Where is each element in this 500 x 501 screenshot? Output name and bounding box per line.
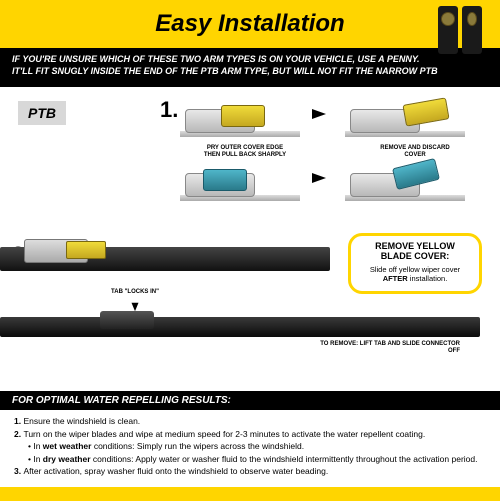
result-item-1: 1. Ensure the windshield is clean. [14,416,486,427]
callout-post: installation. [408,274,448,283]
penny-note-line2: IT'LL FIT SNUGLY INSIDE THE END OF THE P… [12,66,488,78]
yellow-cover-callout: REMOVE YELLOW BLADE COVER: Slide off yel… [348,233,482,294]
result-text-3: After activation, spray washer fluid ont… [23,466,328,476]
connector-yellow-open [350,101,460,141]
result-text-1: Ensure the windshield is clean. [23,416,140,426]
callout-pre: Slide off yellow wiper cover [370,265,460,274]
ptb-tag: PTB [18,101,66,125]
yellow-cover-icon [66,241,106,259]
connector-cyan-closed [185,165,295,205]
result-item-2: 2. Turn on the wiper blades and wipe at … [14,429,486,440]
results-heading-band: FOR OPTIMAL WATER REPELLING RESULTS: [0,391,500,410]
result-sub-wet: In wet weather conditions: Simply run th… [14,441,486,452]
arm-type-narrow-ptb [462,6,482,54]
callout-bold: AFTER [383,274,408,283]
arm-type-ptb [438,6,458,54]
penny-coin-icon [441,12,455,26]
blade-step2-bottom [0,317,480,337]
connector-cyan-open [350,165,460,205]
callout-title: REMOVE YELLOW BLADE COVER: [359,242,471,262]
penny-note-line1: IF YOU'RE UNSURE WHICH OF THESE TWO ARM … [12,54,488,66]
yellow-cover-icon [221,105,265,127]
cyan-cover-icon [203,169,247,191]
page-title: Easy Installation [0,10,500,38]
tab-locks-label: TAB "LOCKS IN" [110,289,160,296]
results-list: 1. Ensure the windshield is clean. 2. Tu… [0,410,500,486]
to-remove-label: TO REMOVE: LIFT TAB AND SLIDE CONNECTOR … [320,341,460,354]
callout-body: Slide off yellow wiper cover AFTER insta… [359,265,471,283]
result-item-3: 3. After activation, spray washer fluid … [14,466,486,477]
header-band: Easy Installation [0,0,500,48]
dry-bold: dry weather [43,454,91,464]
remove-instruction: REMOVE AND DISCARD COVER [375,145,455,158]
penny-instruction-band: IF YOU'RE UNSURE WHICH OF THESE TWO ARM … [0,48,500,87]
penny-diagram [438,6,482,54]
pry-instruction: PRY OUTER COVER EDGE THEN PULL BACK SHAR… [200,145,290,158]
arrow-right-icon [312,109,326,119]
penny-coin-icon [467,12,477,26]
step-1-number: 1. [160,97,178,123]
result-text-2: Turn on the wiper blades and wipe at med… [23,429,425,439]
yellow-cover-icon [402,98,449,127]
footer-band [0,487,500,501]
blade-step2-top [0,247,330,271]
results-heading: FOR OPTIMAL WATER REPELLING RESULTS: [12,395,231,406]
connector-yellow-closed [185,101,295,141]
diagram-area: PTB 1. 2. PRY OUTER COVER EDGE THEN PULL… [0,87,500,391]
arrow-down-icon [132,303,139,311]
blade-mid-connector [100,311,154,329]
wet-text: conditions: Simply run the wipers across… [91,441,304,451]
wet-bold: wet weather [43,441,92,451]
result-sub-dry: In dry weather conditions: Apply water o… [14,454,486,465]
arrow-right-icon [312,173,326,183]
dry-text: conditions: Apply water or washer fluid … [91,454,478,464]
